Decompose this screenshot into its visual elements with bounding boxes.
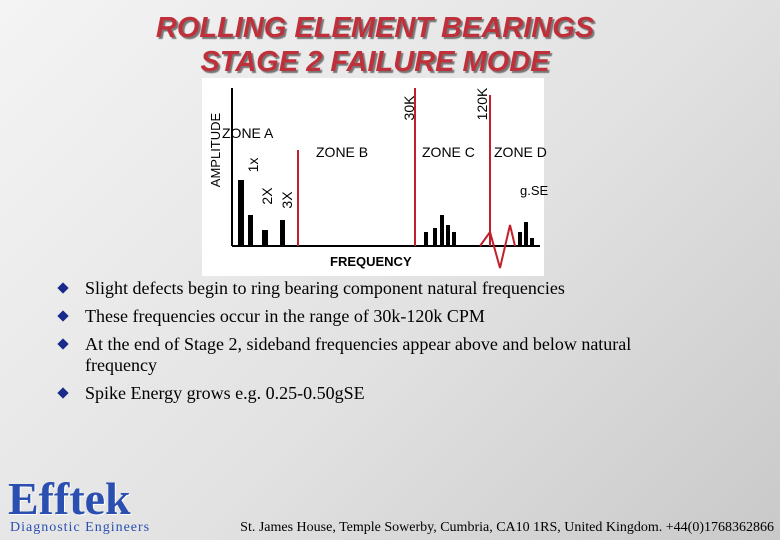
- spectrum-peaks: [238, 180, 534, 246]
- bullet: These frequencies occur in the range of …: [55, 306, 695, 327]
- band-label: g.SE: [520, 183, 549, 198]
- bullet: At the end of Stage 2, sideband frequenc…: [55, 334, 695, 376]
- title-line: ROLLING ELEMENT BEARINGS: [155, 12, 595, 44]
- harmonic-label: 2X: [259, 187, 275, 205]
- bullet: Spike Energy grows e.g. 0.25-0.50gSE: [55, 383, 695, 404]
- marker-label: 120K: [474, 87, 490, 120]
- bullet: Slight defects begin to ring bearing com…: [55, 278, 695, 299]
- brand: Efftek: [8, 473, 131, 524]
- zone-label: ZONE C: [422, 144, 475, 160]
- title-line: STAGE 2 FAILURE MODE: [200, 46, 550, 78]
- x-axis-label: FREQUENCY: [330, 254, 412, 269]
- zone-label: ZONE B: [316, 144, 368, 160]
- bullet-list: Slight defects begin to ring bearing com…: [55, 278, 695, 411]
- spectrum-diagram: AMPLITUDE FREQUENCY ZONE A ZONE B ZONE C…: [202, 78, 549, 276]
- harmonic-label: 3X: [279, 191, 295, 209]
- address: St. James House, Temple Sowerby, Cumbria…: [240, 520, 774, 535]
- zone-boundaries: [297, 88, 491, 246]
- spike-zigzag: [479, 224, 516, 269]
- zone-label: ZONE D: [494, 144, 547, 160]
- y-axis-label: AMPLITUDE: [208, 112, 223, 187]
- tagline: Diagnostic Engineers: [10, 520, 151, 535]
- diagram-bg: [202, 78, 544, 276]
- marker-label: 30K: [401, 95, 417, 121]
- zone-label: ZONE A: [222, 125, 274, 141]
- harmonic-label: 1x: [245, 158, 261, 173]
